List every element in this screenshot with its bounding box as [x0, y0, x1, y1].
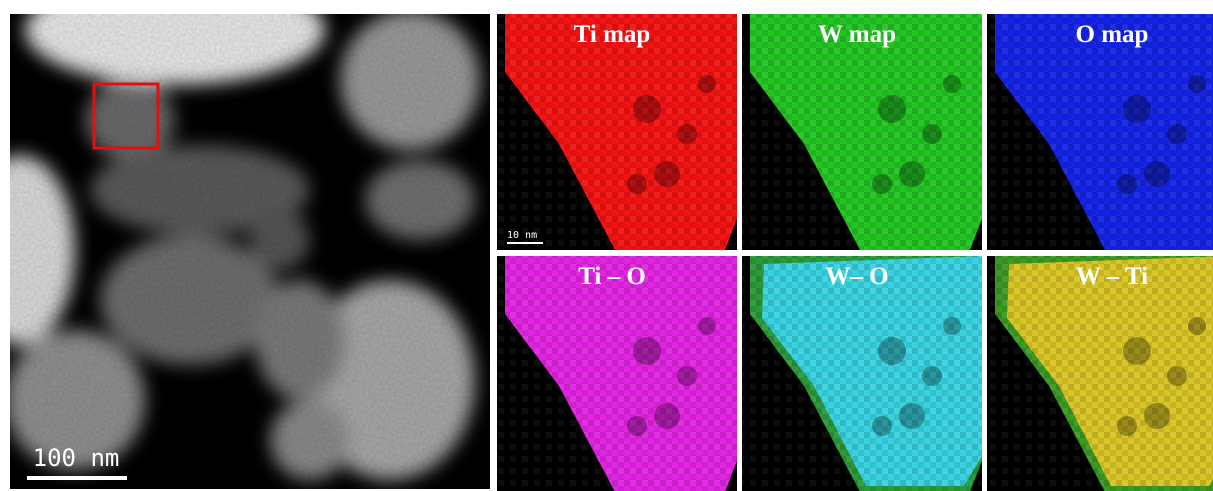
dark-spot — [872, 174, 892, 194]
dark-spot — [627, 416, 647, 436]
map-panel — [987, 256, 1213, 491]
dark-spot — [633, 337, 661, 365]
map-panel — [742, 14, 982, 250]
map-panel — [497, 14, 737, 250]
dark-spot — [1188, 317, 1206, 335]
map-label: W map — [818, 21, 896, 48]
dark-spot — [1144, 403, 1170, 429]
dark-spot — [943, 317, 961, 335]
dark-spot — [899, 403, 925, 429]
dark-spot — [677, 366, 697, 386]
figure: 100 nm Ti map 10 nm W map O map Ti – O W– O W … — [0, 0, 1213, 491]
map-panel — [987, 14, 1213, 250]
map-label: O map — [1076, 21, 1149, 48]
dark-spot — [1144, 161, 1170, 187]
scale-bar-label: 100 nm — [33, 444, 120, 472]
dark-spot — [1167, 366, 1187, 386]
dark-spot — [922, 366, 942, 386]
map-label: Ti map — [574, 21, 651, 48]
pixel-texture — [497, 256, 737, 491]
dark-spot — [633, 95, 661, 123]
scale-bar — [507, 242, 543, 244]
dark-spot — [627, 174, 647, 194]
dark-spot — [878, 95, 906, 123]
overview-image — [0, 0, 490, 489]
page: 100 nm Ti map 10 nm W map O map Ti – O W– O W … — [0, 0, 1213, 491]
dark-spot — [1123, 95, 1151, 123]
dark-spot — [698, 317, 716, 335]
dark-spot — [654, 161, 680, 187]
pixel-texture — [742, 256, 982, 491]
dark-spot — [677, 124, 697, 144]
dark-spot — [1167, 124, 1187, 144]
map-panel — [742, 256, 982, 491]
pixel-texture — [742, 14, 982, 250]
dark-spot — [872, 416, 892, 436]
scale-bar — [27, 476, 127, 480]
dark-spot — [1117, 416, 1137, 436]
scale-bar-label: 10 nm — [507, 230, 537, 241]
dark-spot — [878, 337, 906, 365]
dark-spot — [698, 75, 716, 93]
map-panel — [497, 256, 737, 491]
map-grid: Ti map 10 nm W map O map Ti – O W– O W – Ti — [497, 14, 1213, 491]
dark-spot — [943, 75, 961, 93]
pixel-texture — [497, 14, 737, 250]
dark-spot — [654, 403, 680, 429]
map-label: Ti – O — [578, 263, 646, 290]
dark-spot — [1123, 337, 1151, 365]
dark-spot — [1117, 174, 1137, 194]
dark-spot — [899, 161, 925, 187]
map-label: W– O — [825, 263, 888, 290]
dark-spot — [1188, 75, 1206, 93]
dark-spot — [922, 124, 942, 144]
map-label: W – Ti — [1076, 263, 1148, 290]
